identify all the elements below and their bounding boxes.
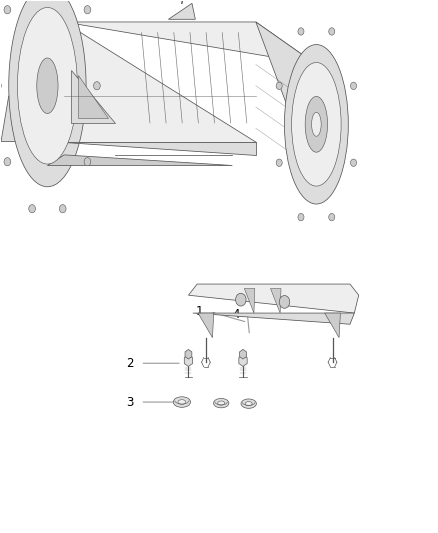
- Text: 3: 3: [126, 395, 133, 409]
- Ellipse shape: [311, 112, 321, 136]
- Ellipse shape: [9, 0, 86, 187]
- PathPatch shape: [271, 288, 281, 313]
- Polygon shape: [184, 355, 193, 367]
- Ellipse shape: [218, 401, 225, 405]
- Ellipse shape: [37, 58, 58, 114]
- Circle shape: [298, 28, 304, 35]
- Circle shape: [236, 293, 246, 306]
- Circle shape: [350, 159, 357, 166]
- Text: 4: 4: [233, 308, 240, 321]
- Polygon shape: [240, 350, 247, 359]
- PathPatch shape: [47, 155, 232, 165]
- Ellipse shape: [18, 7, 78, 164]
- PathPatch shape: [325, 313, 340, 337]
- Polygon shape: [239, 355, 247, 367]
- Circle shape: [4, 158, 11, 166]
- Ellipse shape: [213, 399, 229, 408]
- Text: 2: 2: [126, 357, 133, 370]
- Circle shape: [29, 205, 35, 213]
- Ellipse shape: [241, 399, 256, 408]
- Circle shape: [276, 82, 282, 90]
- Circle shape: [0, 82, 1, 90]
- PathPatch shape: [193, 313, 354, 324]
- PathPatch shape: [64, 22, 316, 64]
- PathPatch shape: [64, 142, 256, 155]
- PathPatch shape: [71, 70, 115, 123]
- Circle shape: [279, 295, 290, 308]
- Circle shape: [329, 28, 335, 35]
- PathPatch shape: [1, 96, 55, 142]
- PathPatch shape: [244, 288, 255, 313]
- PathPatch shape: [78, 75, 108, 118]
- Circle shape: [94, 82, 100, 90]
- Circle shape: [84, 158, 91, 166]
- PathPatch shape: [188, 284, 359, 313]
- Ellipse shape: [284, 45, 348, 204]
- Circle shape: [329, 213, 335, 221]
- Circle shape: [4, 6, 11, 14]
- PathPatch shape: [64, 22, 256, 142]
- Ellipse shape: [305, 96, 328, 152]
- PathPatch shape: [198, 313, 214, 337]
- Ellipse shape: [178, 400, 186, 405]
- PathPatch shape: [256, 22, 316, 184]
- Polygon shape: [185, 350, 192, 359]
- Circle shape: [350, 82, 357, 90]
- Text: 1: 1: [196, 305, 203, 318]
- Circle shape: [84, 6, 91, 14]
- Circle shape: [59, 205, 66, 213]
- Circle shape: [298, 213, 304, 221]
- Ellipse shape: [245, 401, 252, 406]
- Ellipse shape: [173, 397, 191, 407]
- Circle shape: [276, 159, 282, 166]
- Ellipse shape: [292, 62, 341, 186]
- PathPatch shape: [169, 3, 195, 19]
